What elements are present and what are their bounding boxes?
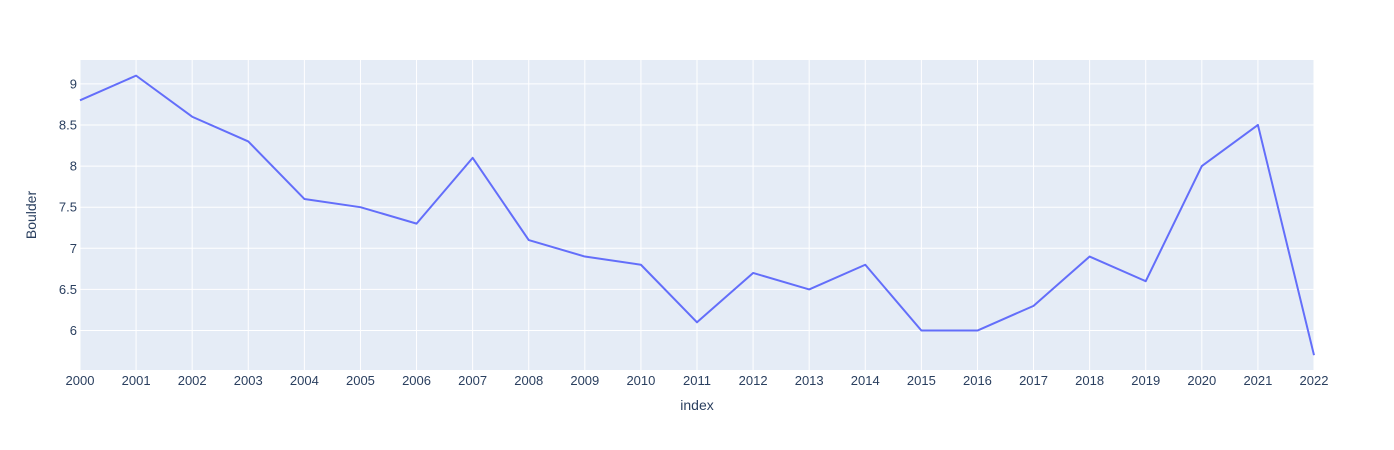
x-tick-label: 2001	[122, 373, 151, 388]
y-axis-ticks: 6 6.5 7 7.5 8 8.5 9	[59, 76, 77, 338]
x-tick-label: 2020	[1187, 373, 1216, 388]
x-tick-label: 2016	[963, 373, 992, 388]
x-tick-label: 2015	[907, 373, 936, 388]
x-tick-label: 2000	[66, 373, 95, 388]
grid-lines	[79, 60, 1315, 370]
x-tick-label: 2010	[626, 373, 655, 388]
x-tick-label: 2007	[458, 373, 487, 388]
y-tick-label: 8	[70, 159, 77, 174]
x-tick-label: 2005	[346, 373, 375, 388]
y-tick-label: 7.5	[59, 200, 77, 215]
series-layer	[79, 74, 1315, 356]
x-tick-label: 2008	[514, 373, 543, 388]
x-tick-label: 2009	[570, 373, 599, 388]
x-tick-label: 2012	[739, 373, 768, 388]
x-tick-label: 2017	[1019, 373, 1048, 388]
x-tick-label: 2011	[683, 373, 711, 388]
x-tick-label: 2021	[1243, 373, 1272, 388]
x-tick-label: 2006	[402, 373, 431, 388]
y-tick-label: 6.5	[59, 282, 77, 297]
x-tick-label: 2014	[851, 373, 880, 388]
x-tick-label: 2002	[178, 373, 207, 388]
x-tick-label: 2003	[234, 373, 263, 388]
y-axis-title: Boulder	[23, 191, 39, 240]
y-tick-label: 6	[70, 323, 77, 338]
x-tick-label: 2004	[290, 373, 319, 388]
x-axis-ticks: 2000 2001 2002 2003 2004 2005 2006 2007 2008 2009…	[66, 373, 1329, 388]
x-tick-label: 2013	[795, 373, 824, 388]
series-line	[79, 74, 1315, 356]
x-tick-label: 2019	[1131, 373, 1160, 388]
y-tick-label: 7	[70, 241, 77, 256]
x-tick-label: 2022	[1300, 373, 1329, 388]
x-tick-label: 2018	[1075, 373, 1104, 388]
y-tick-label: 8.5	[59, 117, 77, 132]
x-axis-title: index	[680, 397, 713, 413]
y-tick-label: 9	[70, 76, 77, 91]
